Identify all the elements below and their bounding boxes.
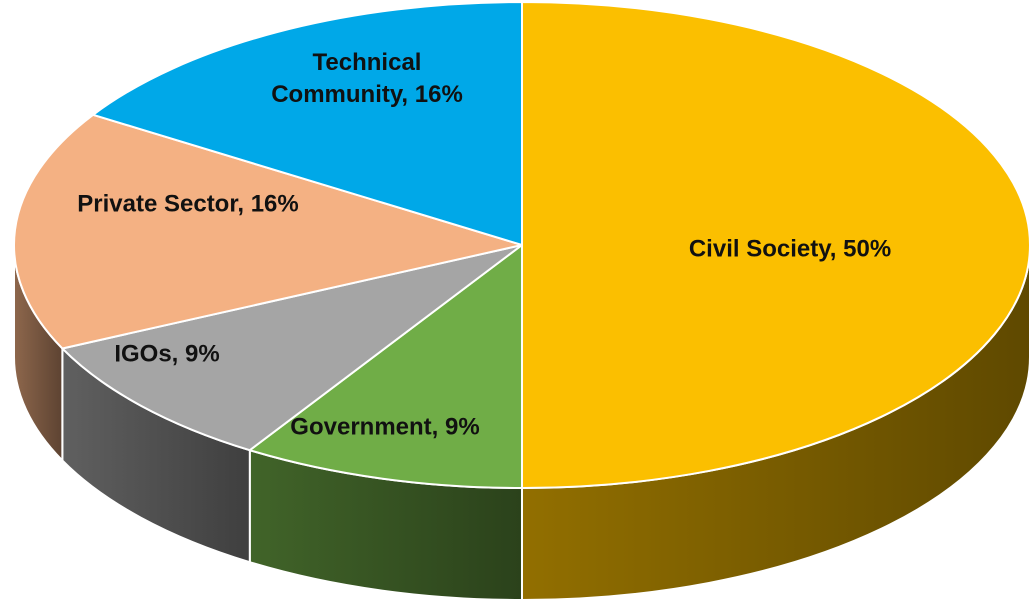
- slice-technical-community: [92, 1, 523, 246]
- label-technical-community: Technical Community, 16%: [271, 49, 463, 108]
- label-private-sector: Private Sector, 16%: [77, 190, 298, 217]
- label-government: Government, 9%: [290, 413, 479, 440]
- pie-labels: Civil Society, 50% Government, 9% IGOs, 9%…: [77, 49, 891, 440]
- slice-private-sector: [13, 113, 523, 350]
- pie-side-walls: [13, 244, 1030, 602]
- pie-top-faces: [13, 1, 1030, 489]
- label-line: Technical: [313, 49, 422, 76]
- slice-government: [248, 244, 523, 489]
- slice-igos: [61, 244, 523, 452]
- label-igos: IGOs, 9%: [114, 340, 219, 367]
- label-civil-society: Civil Society, 50%: [689, 235, 891, 262]
- label-line: Community, 16%: [271, 81, 463, 108]
